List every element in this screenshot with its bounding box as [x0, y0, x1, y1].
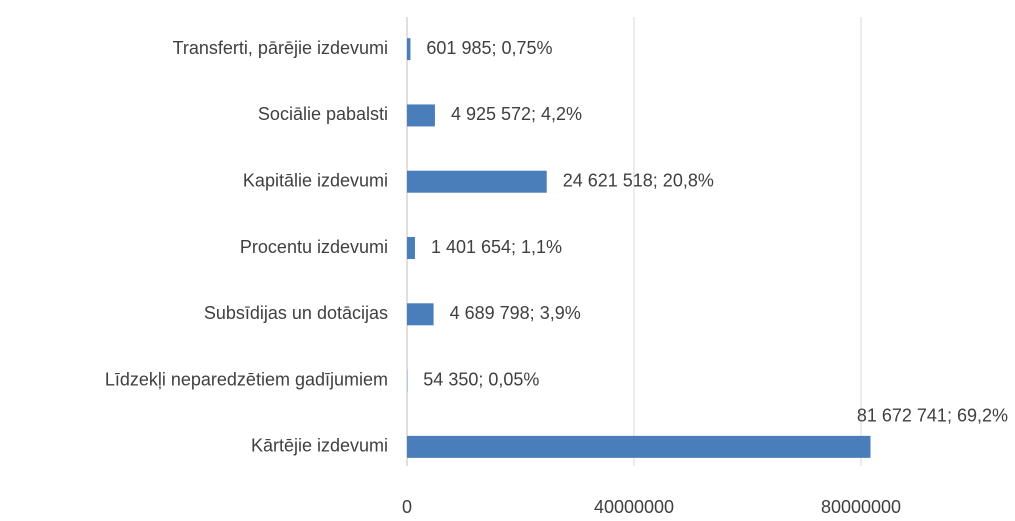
data-label: 4 689 798; 3,9% — [450, 303, 581, 323]
data-label: 1 401 654; 1,1% — [431, 237, 562, 257]
y-tick-label: Kapitālie izdevumi — [243, 170, 388, 190]
bar — [407, 303, 434, 326]
x-tick-label: 40000000 — [594, 497, 674, 517]
data-label: 4 925 572; 4,2% — [451, 104, 582, 124]
x-tick-label: 80000000 — [821, 497, 901, 517]
data-label: 24 621 518; 20,8% — [563, 170, 714, 190]
data-label: 54 350; 0,05% — [423, 369, 539, 389]
bar — [407, 38, 411, 61]
y-tick-label: Subsīdijas un dotācijas — [204, 303, 388, 323]
bar — [407, 435, 871, 458]
bar — [407, 104, 435, 127]
y-tick-label: Līdzekļi neparedzētiem gadījumiem — [105, 369, 388, 389]
bar — [407, 237, 415, 259]
data-label: 601 985; 0,75% — [426, 38, 552, 58]
y-tick-label: Sociālie pabalsti — [258, 104, 388, 124]
bar — [407, 170, 547, 193]
y-tick-label: Transferti, pārējie izdevumi — [173, 38, 388, 58]
data-label: 81 672 741; 69,2% — [857, 406, 1008, 426]
y-tick-label: Kārtējie izdevumi — [251, 436, 388, 456]
y-tick-label: Procentu izdevumi — [240, 237, 388, 257]
x-tick-label: 0 — [402, 497, 412, 517]
